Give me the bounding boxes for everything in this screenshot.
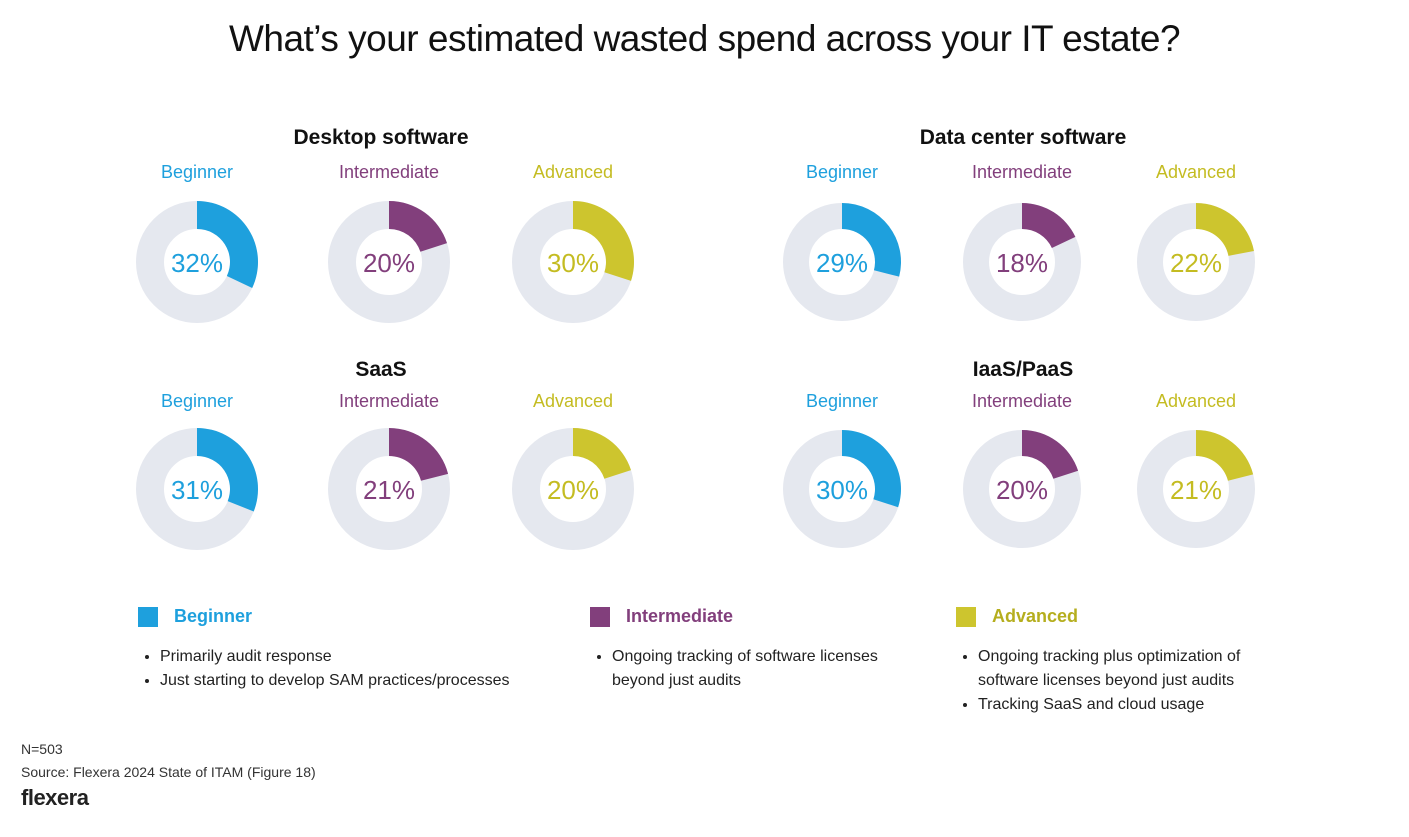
data-label-saas-beginner: 31% (171, 475, 223, 505)
data-label-data-center-software-beginner: 29% (816, 248, 868, 278)
legend-advanced: Advanced Ongoing tracking plus optimizat… (956, 606, 1266, 717)
donut-slice-data-center-software-advanced (1196, 203, 1254, 256)
legend-intermediate: Intermediate Ongoing tracking of softwar… (590, 606, 890, 693)
level-label-intermediate: Intermediate (972, 391, 1072, 411)
data-label-iaas-paas-beginner: 30% (816, 475, 868, 505)
donut-slice-iaas-paas-intermediate (1022, 430, 1079, 479)
data-label-desktop-software-advanced: 30% (547, 248, 599, 278)
donut-slice-iaas-paas-advanced (1196, 430, 1254, 481)
group-title-data-center-software: Data center software (920, 126, 1127, 149)
legend-bullet: Ongoing tracking plus optimization of so… (978, 645, 1266, 693)
legend-swatch-advanced (956, 606, 976, 627)
donut-slice-data-center-software-intermediate (1022, 203, 1076, 248)
level-label-advanced: Advanced (1156, 391, 1236, 411)
level-label-advanced: Advanced (1156, 162, 1236, 182)
legend-swatch-intermediate (590, 606, 610, 627)
legend-beginner: Beginner Primarily audit response Just s… (138, 606, 538, 693)
donut-slice-saas-intermediate (389, 428, 449, 481)
legend-header-intermediate: Intermediate (590, 606, 890, 627)
group-title-iaas-paas: IaaS/PaaS (973, 358, 1073, 381)
level-label-beginner: Beginner (161, 391, 233, 411)
level-label-beginner: Beginner (806, 391, 878, 411)
donut-slice-desktop-software-beginner (197, 201, 258, 288)
data-label-data-center-software-intermediate: 18% (996, 248, 1048, 278)
legend-header-beginner: Beginner (138, 606, 538, 627)
level-label-advanced: Advanced (533, 162, 613, 182)
legend-swatch-beginner (138, 606, 158, 627)
legend-header-advanced: Advanced (956, 606, 1266, 627)
donut-slice-desktop-software-intermediate (389, 201, 448, 252)
donut-charts: Desktop software Beginner 32% Intermediate 2… (136, 126, 1255, 550)
data-label-saas-intermediate: 21% (363, 475, 415, 505)
level-label-intermediate: Intermediate (339, 162, 439, 182)
legend-bullet: Ongoing tracking of software licenses be… (612, 645, 890, 693)
donut-slice-saas-beginner (197, 428, 258, 512)
legend-bullet: Just starting to develop SAM practices/p… (160, 669, 538, 693)
footer: N=503 Source: Flexera 2024 State of ITAM… (21, 738, 316, 784)
level-label-beginner: Beginner (806, 162, 878, 182)
data-label-desktop-software-beginner: 32% (171, 248, 223, 278)
data-label-iaas-paas-advanced: 21% (1170, 475, 1222, 505)
group-title-saas: SaaS (355, 358, 406, 381)
donut-slice-saas-advanced (573, 428, 632, 479)
legend-bullet: Primarily audit response (160, 645, 538, 669)
legend-label-beginner: Beginner (174, 606, 253, 626)
donut-slice-iaas-paas-beginner (842, 430, 901, 508)
level-label-intermediate: Intermediate (339, 391, 439, 411)
legend-label-advanced: Advanced (992, 606, 1079, 626)
legend-bullet: Tracking SaaS and cloud usage (978, 693, 1266, 717)
data-label-iaas-paas-intermediate: 20% (996, 475, 1048, 505)
group-title-desktop-software: Desktop software (293, 126, 468, 149)
donut-slice-desktop-software-advanced (573, 201, 634, 281)
source-note: Source: Flexera 2024 State of ITAM (Figu… (21, 764, 316, 780)
data-label-data-center-software-advanced: 22% (1170, 248, 1222, 278)
legend-label-intermediate: Intermediate (626, 606, 734, 626)
flexera-logo: flexera (21, 785, 89, 810)
level-label-beginner: Beginner (161, 162, 233, 182)
data-label-desktop-software-intermediate: 20% (363, 248, 415, 278)
data-label-saas-advanced: 20% (547, 475, 599, 505)
chart-title: What’s your estimated wasted spend acros… (228, 18, 1181, 59)
donut-slice-data-center-software-beginner (842, 203, 901, 277)
level-label-advanced: Advanced (533, 391, 613, 411)
sample-size: N=503 (21, 741, 63, 757)
level-label-intermediate: Intermediate (972, 162, 1072, 182)
